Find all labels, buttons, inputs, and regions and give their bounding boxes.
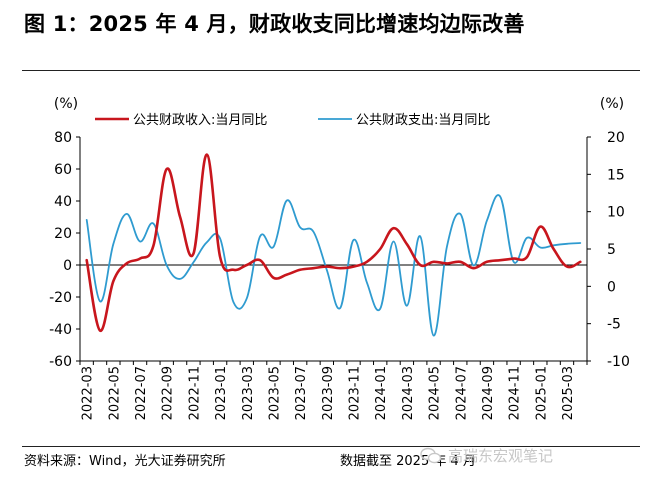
figure-title: 图 1：2025 年 4 月，财政收支同比增速均边际改善 xyxy=(24,12,525,36)
expenditure-series-line xyxy=(85,194,582,337)
x-tick-label: 2024-07 xyxy=(454,366,469,420)
left-y-tick-label: -20 xyxy=(49,290,72,306)
left-y-tick-label: -60 xyxy=(49,354,72,370)
x-tick-label: 2025-01 xyxy=(534,366,549,420)
left-y-tick-label: 0 xyxy=(63,258,72,274)
x-tick-label: 2024-09 xyxy=(481,366,496,420)
x-tick-label: 2022-11 xyxy=(187,366,202,420)
legend-revenue-label: 公共财政收入:当月同比 xyxy=(133,113,267,128)
x-tick-label: 2022-05 xyxy=(107,366,122,420)
wechat-logo-icon xyxy=(420,447,442,463)
right-y-tick-label: 0 xyxy=(607,279,616,295)
legend-expenditure-label: 公共财政支出:当月同比 xyxy=(356,113,490,128)
data-date-note: 数据截至 2025 年 4 月 xyxy=(340,454,476,469)
x-tick-label: 2022-07 xyxy=(134,366,149,420)
x-tick-label: 2023-09 xyxy=(321,366,336,420)
right-y-tick-label: 15 xyxy=(607,167,625,183)
left-y-tick-label: 60 xyxy=(54,162,72,178)
left-y-tick-label: 80 xyxy=(54,130,72,146)
revenue-series-line xyxy=(85,153,582,332)
watermark: 高瑞东宏观笔记 xyxy=(420,445,553,466)
right-y-tick-label: 10 xyxy=(607,205,625,221)
x-tick-label: 2022-03 xyxy=(81,366,96,420)
x-tick-label: 2025-03 xyxy=(561,366,576,420)
right-y-tick-label: 5 xyxy=(607,242,616,258)
x-tick-label: 2023-01 xyxy=(214,366,229,420)
x-tick-label: 2024-01 xyxy=(374,366,389,420)
source-note: 资料来源：Wind，光大证券研究所 xyxy=(24,454,226,469)
right-y-tick-label: -10 xyxy=(607,354,630,370)
left-y-tick-label: -40 xyxy=(49,322,72,338)
right-y-unit-label: (%) xyxy=(600,96,624,112)
left-y-tick-label: 40 xyxy=(54,194,72,210)
x-tick-label: 2024-03 xyxy=(401,366,416,420)
x-tick-label: 2023-05 xyxy=(267,366,282,420)
right-y-tick-label: 20 xyxy=(607,130,625,146)
left-y-unit-label: (%) xyxy=(54,96,78,112)
x-tick-label: 2022-09 xyxy=(161,366,176,420)
x-tick-label: 2023-03 xyxy=(241,366,256,420)
bottom-rule xyxy=(22,446,640,447)
x-tick-label: 2024-05 xyxy=(428,366,443,420)
right-y-tick-label: -5 xyxy=(607,317,621,333)
x-tick-label: 2023-07 xyxy=(294,366,309,420)
top-rule xyxy=(22,70,640,71)
left-y-tick-label: 20 xyxy=(54,226,72,242)
watermark-text: 高瑞东宏观笔记 xyxy=(448,447,554,465)
x-tick-label: 2024-11 xyxy=(508,366,523,420)
x-tick-label: 2023-11 xyxy=(348,366,363,420)
